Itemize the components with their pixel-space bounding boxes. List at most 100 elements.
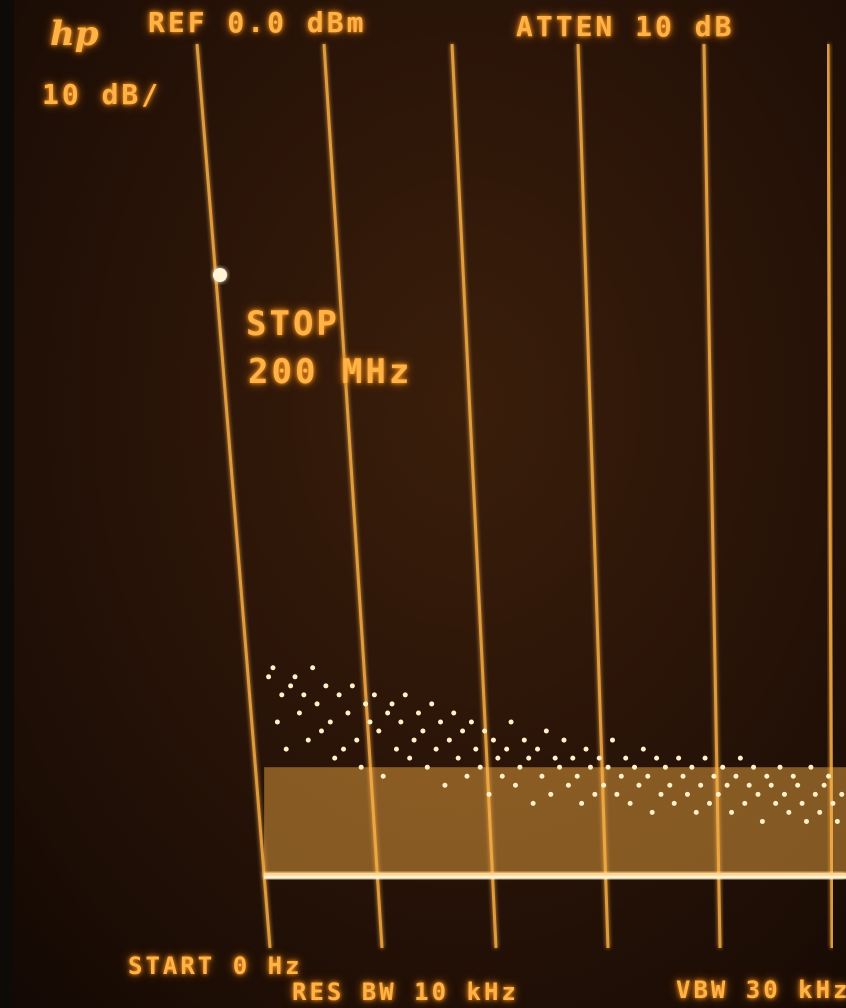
spectral-peak [790, 773, 796, 779]
spectrum-trace [264, 665, 846, 879]
spectral-peak [781, 791, 787, 797]
spectral-peak [640, 746, 646, 752]
spectral-peak [508, 719, 514, 725]
spectral-peak [706, 800, 712, 806]
spectral-peak [521, 737, 527, 743]
spectral-peak [729, 809, 735, 815]
spectral-peak [773, 800, 779, 806]
spectral-peak [724, 782, 730, 788]
spectral-peak [693, 809, 699, 815]
spectral-peak [341, 746, 347, 752]
spectral-peak [358, 764, 364, 770]
spectral-peak [274, 719, 280, 725]
spectral-peak [371, 692, 377, 698]
spectral-peak [601, 782, 607, 788]
spectral-peak [323, 683, 329, 689]
spectral-peak [499, 773, 505, 779]
spectral-peak [451, 710, 457, 716]
spectral-peak [279, 692, 285, 698]
spectral-peak [530, 800, 536, 806]
spectral-peak [817, 809, 823, 815]
spectral-peak [592, 791, 598, 797]
spectral-peak [415, 710, 421, 716]
bezel-edge [0, 0, 14, 1008]
spectral-peak [455, 755, 461, 761]
spectral-peak [310, 665, 316, 671]
spectral-peak [574, 773, 580, 779]
spectral-peak [768, 782, 774, 788]
hp-logo: hp [50, 14, 99, 54]
spectral-peak [433, 746, 439, 752]
spectral-peak [376, 728, 382, 734]
spectral-peak [327, 719, 333, 725]
spectral-peak [658, 791, 664, 797]
spectral-peak [808, 764, 814, 770]
spectral-peak [504, 746, 510, 752]
start-frequency: START 0 Hz [128, 952, 303, 980]
spectral-peak [349, 683, 355, 689]
spectral-peak [552, 755, 558, 761]
spectral-peak [623, 755, 629, 761]
spectral-peak [468, 719, 474, 725]
spectral-peak [830, 800, 836, 806]
ref-level-label: REF 0.0 dBm [148, 6, 367, 39]
spectral-peak [517, 764, 523, 770]
spectral-peak [301, 692, 307, 698]
spectral-peak [345, 710, 351, 716]
spectral-peak [667, 782, 673, 788]
stop-frequency: 200 MHz [248, 352, 413, 392]
spectral-peak [720, 764, 726, 770]
spectral-peak [702, 755, 708, 761]
spectral-peak [662, 764, 668, 770]
spectral-peak [367, 719, 373, 725]
spectral-peak [438, 719, 444, 725]
spectral-peak [490, 737, 496, 743]
spectral-peak [786, 809, 792, 815]
spectral-peak [751, 764, 757, 770]
spectral-peak [283, 746, 289, 752]
spectral-peak [535, 746, 541, 752]
spectral-peak [336, 692, 342, 698]
spectral-peak [587, 764, 593, 770]
spectral-peak [548, 791, 554, 797]
spectral-peak [512, 782, 518, 788]
spectral-peak [424, 764, 430, 770]
spectral-peak [649, 809, 655, 815]
spectral-peak [799, 800, 805, 806]
spectral-peak [385, 710, 391, 716]
spectral-peak [460, 728, 466, 734]
spectral-peak [354, 737, 360, 743]
grid-line-v [826, 43, 834, 949]
spectral-peak [495, 755, 501, 761]
spectral-peak [561, 737, 567, 743]
spectral-peak [684, 791, 690, 797]
spectral-peak [565, 782, 571, 788]
spectral-peak [486, 791, 492, 797]
spectral-peak [627, 800, 633, 806]
scale-label: 10 dB/ [42, 78, 162, 111]
spectral-peak [795, 782, 801, 788]
marker-dot [213, 268, 227, 282]
spectral-peak [314, 701, 320, 707]
spectral-peak [363, 701, 369, 707]
spectral-peak [305, 737, 311, 743]
spectral-peak [715, 791, 721, 797]
spectral-peak [420, 728, 426, 734]
stop-label: STOP [246, 304, 340, 344]
spectral-peak [473, 746, 479, 752]
spectral-peak [742, 800, 748, 806]
spectral-peak [596, 755, 602, 761]
spectral-peak [711, 773, 717, 779]
spectral-peak [380, 773, 386, 779]
spectral-peak [698, 782, 704, 788]
spectral-peak [676, 755, 682, 761]
video-bandwidth: VBW 30 kHz [676, 976, 846, 1004]
spectral-peak [583, 746, 589, 752]
spectral-peak [526, 755, 532, 761]
spectral-peak [689, 764, 695, 770]
spectral-peak [764, 773, 770, 779]
grid-line-v [195, 43, 272, 949]
spectral-peak [270, 665, 276, 671]
